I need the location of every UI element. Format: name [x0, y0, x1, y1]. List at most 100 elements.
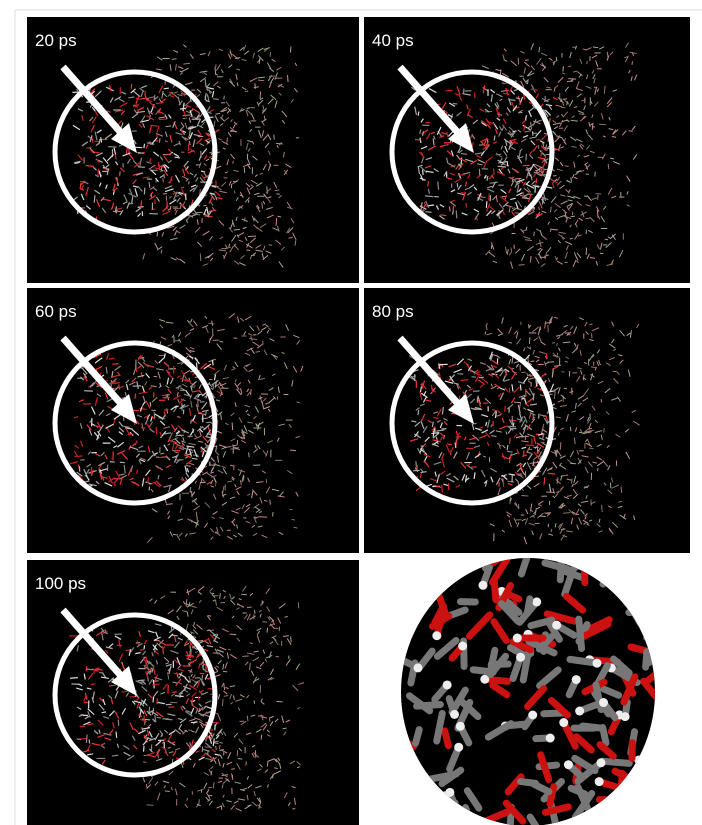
bond [140, 650, 144, 651]
bond [241, 594, 247, 595]
hydrogen [596, 758, 605, 767]
bond [203, 665, 204, 670]
bond [561, 107, 566, 108]
bond [112, 364, 118, 365]
stick [631, 562, 636, 575]
bond [160, 457, 166, 458]
hydrogen [663, 661, 672, 670]
figure: 20 ps40 ps60 ps80 ps100 ps [0, 0, 702, 825]
bond [77, 739, 81, 740]
bond [512, 179, 513, 182]
bond [249, 452, 250, 457]
panel-background [27, 560, 359, 825]
bond [509, 426, 516, 427]
hydrogen [450, 710, 459, 719]
bond [166, 504, 172, 505]
stick [419, 574, 427, 593]
stick [649, 650, 656, 663]
stick [414, 594, 421, 611]
bond [494, 135, 495, 140]
bond [571, 216, 575, 217]
bond [159, 119, 168, 120]
bond [593, 47, 598, 48]
bond [534, 232, 535, 236]
panel-background [364, 17, 690, 283]
bond [173, 534, 178, 535]
hydrogen [513, 634, 522, 643]
snapshot-panel: 20 ps [27, 17, 359, 283]
stick [405, 760, 414, 777]
stick [413, 810, 424, 825]
hydrogen [379, 760, 388, 769]
bond [458, 175, 466, 176]
bond [86, 735, 87, 743]
bond [98, 169, 99, 176]
bond [525, 445, 534, 446]
bond [571, 479, 572, 484]
bond [144, 746, 145, 752]
bond [546, 87, 550, 88]
stick [627, 804, 641, 812]
bond [154, 412, 155, 418]
bond [269, 717, 270, 721]
bond [128, 97, 134, 98]
hydrogen [595, 777, 604, 786]
bond [200, 402, 205, 403]
bond [621, 487, 622, 493]
bond [213, 782, 214, 788]
page: 20 ps40 ps60 ps80 ps100 ps (() => { cons… [0, 0, 702, 825]
bond [238, 759, 242, 760]
bond [548, 473, 555, 474]
hydrogen [631, 558, 640, 567]
bond [629, 131, 633, 132]
bond [144, 144, 145, 148]
stick [417, 819, 430, 825]
bond [512, 357, 513, 363]
stick [544, 713, 562, 714]
bond [563, 66, 564, 71]
bond [141, 98, 146, 99]
bond [231, 769, 235, 770]
bond [525, 60, 529, 61]
bond [237, 440, 238, 445]
bond [486, 201, 487, 208]
bond [86, 666, 87, 671]
snapshot-panel: 100 ps [27, 560, 359, 825]
bond [497, 114, 502, 115]
zoom-view [379, 540, 684, 825]
time-label: 100 ps [35, 574, 86, 593]
bond [461, 380, 469, 381]
bond [86, 669, 93, 670]
hydrogen [456, 722, 465, 731]
bond [270, 500, 271, 505]
bond [510, 100, 516, 101]
stick [646, 652, 647, 667]
stick [445, 731, 449, 746]
bond [423, 131, 424, 136]
bond [552, 343, 555, 344]
hydrogen [564, 760, 573, 769]
bond [109, 358, 115, 359]
hydrogen [572, 675, 581, 684]
bond [480, 197, 485, 198]
bond [108, 147, 116, 148]
bond [144, 645, 145, 649]
bond [540, 516, 546, 517]
bond [417, 433, 418, 437]
bond [449, 206, 450, 211]
bond [546, 492, 554, 493]
bond [254, 610, 255, 614]
bond [592, 124, 593, 130]
stick [402, 589, 421, 610]
bond [177, 417, 180, 418]
hydrogen [414, 663, 423, 672]
bond [493, 168, 494, 172]
bond [574, 438, 575, 444]
panel-background [364, 288, 690, 553]
hydrogen [592, 659, 601, 668]
hydrogen [458, 642, 467, 651]
bond [532, 131, 533, 135]
bond [191, 722, 198, 723]
hydrogen [528, 710, 537, 719]
bond [461, 154, 467, 155]
